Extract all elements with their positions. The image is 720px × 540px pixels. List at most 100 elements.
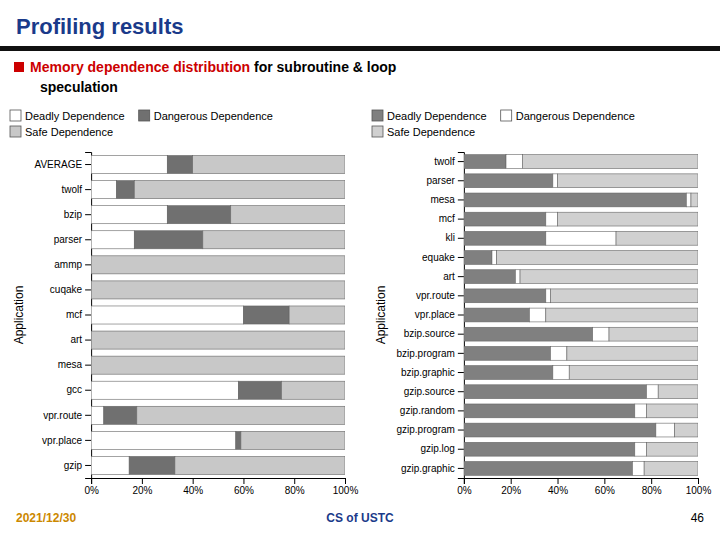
tick-mark [464,478,465,484]
y-tick: vpr.route [43,410,91,421]
series [91,156,345,475]
tick-mark [243,478,244,484]
tick-mark [458,219,464,220]
tick-mark [458,257,464,258]
legend-swatch [501,110,512,121]
tick-label: gzip.program [397,424,455,435]
y-tick: gzip.source [404,386,464,397]
bar [691,193,698,207]
annotation: 2021/12/30 [16,511,76,525]
bar [656,423,675,437]
y-tick: gzip [64,460,91,471]
y-tick: parser [427,175,464,186]
tick-label: 80% [642,485,662,496]
y-tick: twolf [434,156,464,167]
bar [464,212,546,226]
bar [134,181,345,199]
tick-label: gzip.random [400,405,455,416]
bar [550,289,698,303]
bar [91,306,243,324]
tick-label: gcc [67,384,83,395]
tick-label: art [443,271,455,282]
bar [464,462,633,476]
bar [282,381,345,399]
tick-label: parser [427,175,456,186]
legend-item: Dangerous Dependence [501,110,635,122]
tick-mark [85,415,91,416]
tick-mark [294,478,295,484]
legend-item: Deadly Dependence [10,110,125,122]
tick-label: AVERAGE [35,159,83,170]
bar [203,231,345,249]
bar [506,155,522,169]
tick-mark [345,478,346,484]
tick-mark [458,180,464,181]
y-tick: mesa [430,194,463,205]
bar [546,231,616,245]
y-tick: equake [422,252,464,263]
tick-mark [458,315,464,316]
y-tick: mcf [66,309,91,320]
title-rule [0,46,720,51]
y-tick: vpr.place [42,435,91,446]
bar [175,456,345,474]
bar [609,327,698,341]
bar [546,308,698,322]
tick-mark [558,478,559,484]
y-axis: twolfparsermesamcfkliequakeartvpr.routev… [397,153,465,479]
tick-mark [458,161,464,162]
x-tick: 60% [595,478,615,496]
legend-label: Dangerous Dependence [154,110,273,122]
legend-label: Dangerous Dependence [516,110,635,122]
subtitle: Memory dependence distribution for subro… [30,59,396,75]
bar [91,431,236,449]
bar [632,462,644,476]
bar [553,174,558,188]
chart: Deadly Dependence Dangerous Dependence Saf… [10,110,358,497]
y-tick: mesa [58,359,91,370]
legend-swatch [10,126,21,137]
tick-label: vpr.route [43,410,82,421]
x-tick: 100% [686,478,712,496]
bar [129,456,175,474]
legend-label: Safe Dependence [25,126,113,138]
series [497,155,698,476]
axis-line [464,479,698,485]
bar [646,442,698,456]
tick-mark [85,214,91,215]
bar [546,289,551,303]
bar [616,231,698,245]
bar [104,406,137,424]
x-axis: 0%20%40%60%80%100% [84,478,358,496]
y-tick: bzip.source [404,328,464,339]
tick-label: 20% [501,485,521,496]
bar [91,356,345,374]
bar [553,366,569,380]
axis-title: Application [374,286,388,345]
bar [464,193,686,207]
legend-label: Deadly Dependence [25,110,125,122]
bar [593,327,609,341]
bar [464,308,530,322]
bar [167,156,192,174]
tick-mark [85,164,91,165]
tick-mark [85,440,91,441]
tick-label: gzip.graphic [401,463,455,474]
legend-item: Dangerous Dependence [139,110,273,122]
bar [116,181,134,199]
bar [231,206,345,224]
bar [515,270,520,284]
tick-label: gzip.log [420,443,454,454]
bar [546,212,558,226]
bar [193,156,345,174]
tick-mark [698,478,699,484]
bars [464,155,698,476]
bar [238,381,281,399]
y-tick: art [70,334,91,345]
x-tick: 20% [501,478,521,496]
bar [644,462,698,476]
tick-label: art [70,334,82,345]
tick-label: 0% [457,485,472,496]
subtitle-part: Memory dependence distribution [30,59,250,75]
tick-label: 80% [285,485,305,496]
